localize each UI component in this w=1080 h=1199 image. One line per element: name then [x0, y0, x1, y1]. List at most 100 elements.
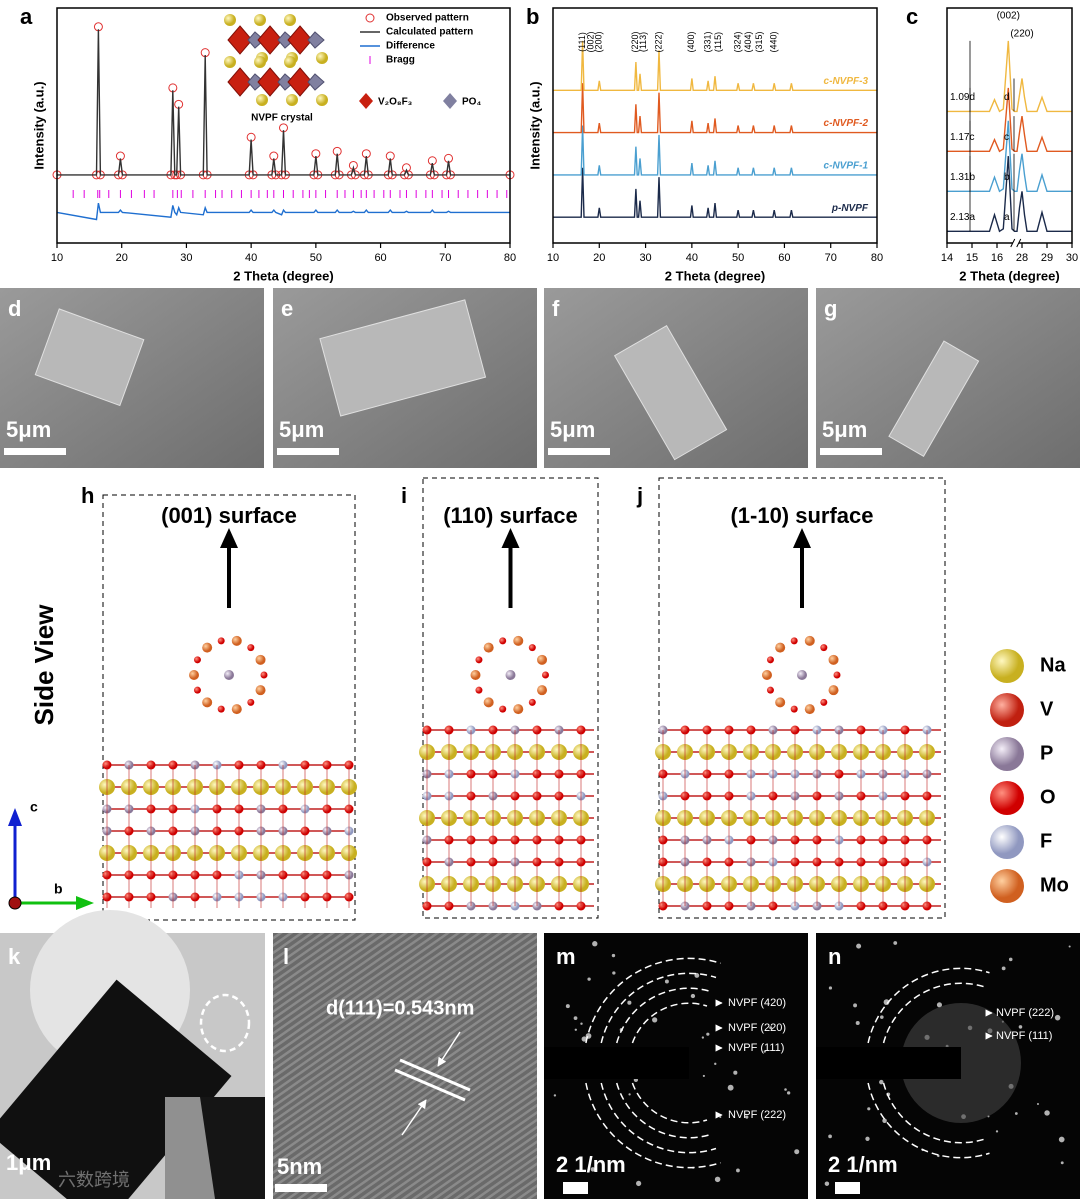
x-tick-label: 40 [686, 252, 698, 264]
atom [766, 686, 774, 694]
atom [193, 686, 201, 694]
x-tick-label: 28 [1016, 252, 1028, 264]
ring [631, 1002, 708, 1124]
x-tick-label: 10 [51, 252, 63, 264]
scale-label: 5μm [279, 417, 324, 442]
x-tick-label: 30 [639, 252, 651, 264]
scale-bar [835, 1182, 860, 1194]
peak-label: (324) [733, 31, 743, 52]
atom [193, 656, 201, 664]
atom [828, 685, 839, 696]
diffraction-spot [880, 1015, 884, 1019]
polyhedron [307, 31, 325, 49]
diffraction-spot [745, 1115, 749, 1119]
legend-label: O [1040, 786, 1056, 808]
arrow [401, 1099, 427, 1136]
diffraction-spot [690, 993, 696, 999]
diffraction-spot [727, 1084, 734, 1091]
atom [513, 635, 524, 646]
diffraction-spot [628, 1093, 631, 1096]
diffraction-spot [893, 941, 898, 945]
x-tick-label: 30 [1066, 252, 1078, 264]
legend-marker [443, 93, 457, 109]
tem-inset [200, 1097, 265, 1199]
x-tick-label: 15 [966, 252, 978, 264]
diffraction-spot [573, 1016, 578, 1020]
scale-label: 1μm [6, 1150, 51, 1175]
legend-atom [990, 737, 1024, 771]
x-tick-label: 16 [991, 252, 1003, 264]
axis-label: c [30, 799, 38, 815]
series-line [553, 40, 877, 91]
panel-label: d [8, 296, 21, 321]
axis-break [1010, 238, 1022, 248]
peak-label: (315) [754, 31, 764, 52]
atom [528, 644, 536, 652]
plot-frame [946, 7, 1073, 244]
diffraction-spot [701, 1036, 705, 1039]
crystal [613, 325, 728, 461]
y-axis-label: Intensity (a.u.) [527, 81, 542, 169]
legend-atom [990, 649, 1024, 683]
series-letter: b [1004, 172, 1010, 183]
ring [585, 957, 721, 1169]
atom [775, 697, 786, 708]
peak-label: (002) [585, 31, 595, 52]
diffraction-spot [855, 1021, 860, 1026]
atom [499, 637, 507, 645]
atom [256, 94, 268, 106]
panel-label: e [281, 296, 293, 321]
series-line [57, 29, 510, 176]
peak-label: (220) [1010, 29, 1033, 40]
atom [284, 56, 296, 68]
crystal [34, 308, 145, 407]
atom [254, 14, 266, 26]
atom [820, 698, 828, 706]
series-line [553, 83, 877, 134]
atom [255, 654, 266, 665]
x-tick-label: 29 [1041, 252, 1053, 264]
panel-label: c [906, 4, 918, 29]
diffraction-spot [853, 1003, 858, 1008]
peak-label: (404) [743, 31, 753, 52]
diffraction-spot [714, 1176, 721, 1183]
surface-title: (001) surface [161, 503, 297, 528]
scale-label: 5μm [6, 417, 51, 442]
series-label: c-NVPF-2 [824, 118, 869, 129]
plot-frame [56, 7, 511, 244]
arrow [437, 1031, 461, 1067]
peak-label: (400) [686, 31, 696, 52]
scale-bar [820, 448, 882, 455]
side-view-label: Side View [29, 604, 59, 726]
x-tick-label: 60 [374, 252, 386, 264]
ring-label: NVPF (111) [996, 1030, 1052, 1042]
diffraction-spot [786, 1091, 791, 1095]
atom [790, 705, 798, 713]
diffraction-spot [784, 1088, 787, 1091]
panel-label: g [824, 296, 837, 321]
legend-label: Bragg [386, 55, 415, 66]
diffraction-spot [763, 1050, 766, 1053]
atom [231, 704, 242, 715]
atom [202, 642, 213, 653]
atom [528, 698, 536, 706]
polyhedron [287, 25, 313, 55]
x-axis-label: 2 Theta (degree) [959, 268, 1059, 283]
polyhedron [257, 67, 283, 97]
diffraction-spot [565, 1004, 570, 1009]
diffraction-spot [733, 1070, 738, 1075]
x-tick-label: 20 [116, 252, 128, 264]
peak-label: (331) [702, 31, 712, 52]
series-line [56, 202, 510, 221]
spacing-label: d(111)=0.543nm [326, 997, 474, 1019]
diffraction-spot [1036, 1102, 1039, 1106]
scale-bar [4, 448, 66, 455]
panel-label: j [636, 483, 643, 508]
diffraction-spot [702, 1074, 705, 1078]
atom [247, 698, 255, 706]
legend-atom [990, 825, 1024, 859]
diffraction-spot [635, 1180, 642, 1187]
polyhedron [307, 73, 325, 91]
legend-marker [365, 13, 375, 23]
